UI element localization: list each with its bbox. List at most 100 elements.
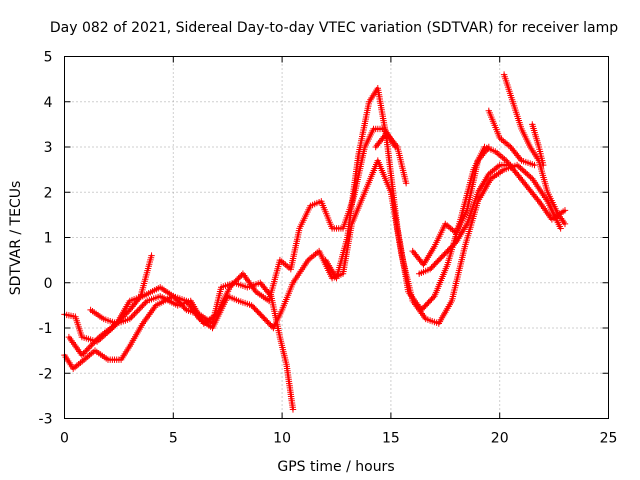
series-satellite-track-4 [87, 279, 297, 413]
data-point [419, 305, 426, 312]
data-point [252, 306, 260, 314]
data-point [125, 308, 132, 315]
data-point [128, 314, 135, 321]
data-point [93, 337, 100, 344]
data-point [437, 255, 444, 262]
data-point [89, 340, 97, 347]
data-point [540, 161, 547, 169]
data-point [451, 240, 458, 247]
y-tick-label: 1 [44, 231, 53, 247]
axis-ticks: 0 5 10 15 20 25 -3 -2 -1 0 1 2 3 4 5 [39, 50, 618, 447]
data-point [428, 264, 435, 271]
x-tick-label: 5 [169, 431, 178, 447]
data-point [80, 350, 87, 357]
data-point [148, 252, 155, 259]
data-point [402, 180, 410, 187]
data-point [448, 243, 455, 250]
series-satellite-track-7 [416, 161, 514, 277]
data-point [424, 300, 431, 308]
data-point [442, 249, 450, 256]
plot-area [61, 71, 569, 413]
data-point [439, 252, 447, 259]
data-point [257, 311, 264, 318]
x-axis-title: GPS time / hours [277, 459, 394, 475]
y-tick-label: 5 [44, 50, 53, 66]
data-point [235, 275, 242, 282]
data-point [428, 296, 435, 303]
data-point [425, 299, 432, 306]
data-point [431, 261, 438, 268]
series-satellite-track-9 [500, 71, 569, 228]
data-point [175, 299, 183, 306]
x-tick-label: 0 [60, 431, 69, 447]
data-point [173, 296, 180, 303]
series-satellite-track-2 [61, 157, 564, 372]
data-point [178, 302, 186, 309]
x-tick-label: 10 [273, 431, 291, 447]
data-point [78, 351, 86, 359]
data-point [258, 312, 265, 320]
data-point [426, 266, 434, 273]
data-point [444, 247, 451, 255]
x-tick-label: 15 [382, 431, 400, 447]
series-satellite-track-5 [322, 85, 569, 314]
data-point [531, 161, 538, 169]
data-point [142, 299, 149, 306]
data-point [254, 308, 261, 315]
data-point [233, 276, 241, 283]
data-point [255, 309, 263, 317]
data-point [421, 303, 428, 311]
data-point [248, 302, 255, 309]
y-tick-label: -2 [39, 366, 53, 382]
data-point [177, 300, 184, 308]
data-point [251, 305, 258, 312]
y-tick-label: 3 [44, 140, 53, 156]
series-satellite-track-6 [409, 143, 493, 268]
data-point [249, 303, 257, 311]
series-satellite-track-10 [529, 121, 547, 169]
data-point [426, 297, 434, 304]
data-point [140, 300, 148, 308]
y-tick-label: 0 [44, 276, 53, 292]
data-point [434, 258, 441, 265]
data-point [438, 253, 445, 261]
data-point [441, 250, 448, 258]
data-point [432, 259, 440, 267]
data-point [512, 169, 519, 176]
data-point [265, 320, 273, 327]
y-tick-label: -1 [39, 321, 53, 337]
data-point [261, 315, 268, 323]
data-point [131, 310, 138, 318]
y-axis-title: SDTVAR / TECUs [8, 181, 24, 296]
data-point [260, 314, 267, 321]
data-point [447, 244, 454, 252]
data-point [83, 347, 90, 354]
data-point [262, 317, 270, 324]
series-satellite-track-8 [485, 107, 538, 169]
data-point [561, 220, 569, 228]
data-point [171, 294, 178, 301]
data-point [557, 225, 564, 232]
data-point [561, 207, 569, 214]
data-point [429, 263, 437, 270]
data-point [134, 307, 141, 314]
grid [64, 56, 609, 419]
data-point [418, 306, 425, 314]
data-point [236, 273, 244, 280]
y-tick-label: 4 [44, 95, 53, 111]
y-tick-label: 2 [44, 185, 53, 201]
data-point [264, 318, 271, 326]
x-tick-label: 20 [491, 431, 509, 447]
data-point [170, 293, 177, 300]
data-point [137, 304, 145, 311]
data-point [429, 294, 437, 301]
data-point [435, 256, 442, 264]
series-satellite-track-11 [372, 130, 410, 187]
data-point [485, 143, 493, 151]
data-point [289, 406, 297, 413]
y-tick-label: -3 [39, 412, 53, 428]
data-point [180, 303, 187, 311]
data-point [181, 305, 189, 312]
